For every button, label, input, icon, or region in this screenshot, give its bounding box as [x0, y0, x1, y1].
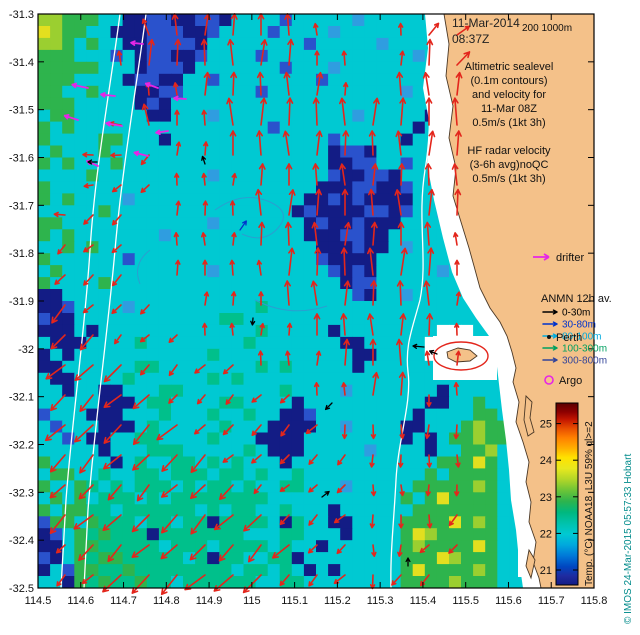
svg-text:Altimetric sealevel: Altimetric sealevel — [465, 61, 554, 73]
axes: 114.5 114.6 114.7 114.8 114.9 115 115.1 115.2 11… — [9, 9, 607, 607]
mooring-arrows — [87, 155, 438, 567]
legend-generated: 25 24 23 22 21 Altimetric sealevel (0.1m conto… — [465, 61, 607, 586]
svg-text:0.5m/s (1kt 3h): 0.5m/s (1kt 3h) — [472, 117, 545, 129]
svg-text:115: 115 — [243, 595, 261, 607]
date-label: 11-Mar-2014 — [452, 16, 520, 30]
svg-text:-31.3: -31.3 — [9, 9, 34, 21]
svg-text:-32.2: -32.2 — [9, 440, 34, 452]
hf-legend: HF radar velocity (3-6h avg)noQC 0.5m/s (1… — [467, 145, 551, 185]
svg-text:0.5m/s (1kt 3h): 0.5m/s (1kt 3h) — [472, 173, 545, 185]
svg-text:115.1: 115.1 — [281, 595, 308, 607]
svg-text:11-Mar 08Z: 11-Mar 08Z — [481, 103, 537, 115]
svg-text:115.8: 115.8 — [581, 595, 608, 607]
svg-text:(3-6h avg)noQC: (3-6h avg)noQC — [470, 159, 549, 171]
svg-text:-31.7: -31.7 — [9, 200, 34, 212]
svg-text:-31.5: -31.5 — [9, 105, 34, 117]
drifter-arrows — [63, 40, 187, 167]
altimetric-legend: Altimetric sealevel (0.1m contours) and ve… — [465, 61, 554, 129]
colorbar-title: Temp. (°C) NOAA18_L3U 59% ql>=2 — [584, 421, 595, 586]
svg-text:-32.1: -32.1 — [9, 392, 34, 404]
svg-text:-31.4: -31.4 — [9, 57, 34, 69]
svg-text:114.5: 114.5 — [25, 595, 52, 607]
drifter-label: drifter — [556, 252, 584, 264]
svg-text:(0.1m contours): (0.1m contours) — [470, 75, 547, 87]
svg-text:0-30m: 0-30m — [562, 308, 590, 319]
svg-text:-32: -32 — [18, 344, 34, 356]
legend-static: 11-Mar-2014 08:37Z 200 1000m drifter ANM… — [452, 16, 634, 624]
svg-text:115.3: 115.3 — [367, 595, 394, 607]
city-marker-perth — [547, 335, 551, 339]
argo-label: Argo — [559, 375, 582, 387]
svg-text:-31.6: -31.6 — [9, 153, 34, 165]
svg-text:-32.4: -32.4 — [9, 535, 34, 547]
svg-text:114.6: 114.6 — [67, 595, 94, 607]
x-axis: 114.5 114.6 114.7 114.8 114.9 115 115.1 115.2 11… — [25, 14, 608, 607]
svg-text:HF radar velocity: HF radar velocity — [467, 145, 551, 157]
svg-text:114.7: 114.7 — [110, 595, 137, 607]
svg-text:115.2: 115.2 — [324, 595, 351, 607]
svg-text:115.5: 115.5 — [452, 595, 479, 607]
depth-contour-label: 200 1000m — [522, 23, 572, 34]
svg-text:115.6: 115.6 — [495, 595, 522, 607]
svg-text:100-300m: 100-300m — [562, 344, 607, 355]
time-label: 08:37Z — [452, 32, 489, 46]
colorbar: 25 24 23 22 21 — [540, 402, 579, 586]
svg-text:25: 25 — [540, 419, 552, 431]
city-label-perth: Perth — [556, 332, 582, 344]
svg-text:-32.3: -32.3 — [9, 487, 34, 499]
svg-text:300-800m: 300-800m — [562, 356, 607, 367]
credit-text: © IMOS 24-Mar-2015 05:57:33 Hobart — [623, 454, 634, 624]
svg-text:24: 24 — [540, 455, 552, 467]
svg-text:-32.5: -32.5 — [9, 583, 34, 595]
hf-radar-arrows — [44, 13, 471, 596]
island-red-contour — [433, 341, 489, 371]
y-axis: -31.3 -31.4 -31.5 -31.6 -31.7 -31.8 -31.9 -32 -3… — [9, 9, 594, 595]
map-layers — [38, 13, 595, 596]
svg-text:22: 22 — [540, 528, 552, 540]
svg-text:23: 23 — [540, 492, 552, 504]
svg-text:115.7: 115.7 — [538, 595, 565, 607]
svg-text:and velocity for: and velocity for — [472, 89, 546, 101]
svg-text:115.4: 115.4 — [410, 595, 437, 607]
svg-text:114.8: 114.8 — [153, 595, 180, 607]
anmn-label: ANMN 12h av. — [541, 293, 612, 305]
svg-text:-31.8: -31.8 — [9, 248, 34, 260]
svg-text:30-80m: 30-80m — [562, 320, 596, 331]
svg-text:114.9: 114.9 — [196, 595, 223, 607]
svg-text:-31.9: -31.9 — [9, 296, 34, 308]
svg-text:80-100m: 80-100m — [562, 332, 601, 343]
drifter-arrow-icon — [533, 253, 550, 261]
svg-text:21: 21 — [540, 565, 552, 577]
argo-icon — [544, 375, 554, 385]
